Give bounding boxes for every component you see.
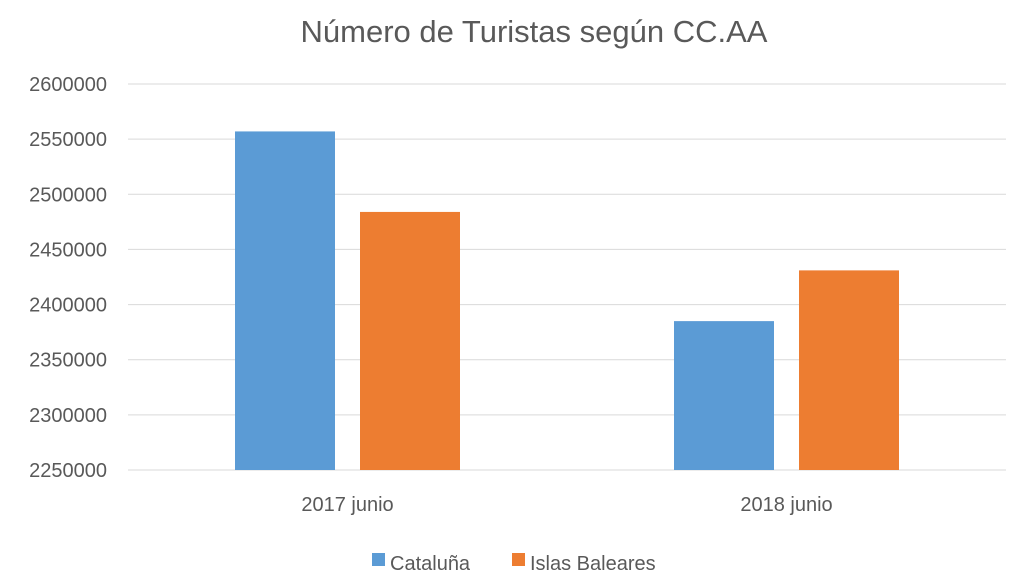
bar-islas-baleares-1 xyxy=(799,270,899,470)
y-axis: 2250000 2300000 2350000 2400000 2450000 25000… xyxy=(29,74,107,482)
y-tick-label: 2600000 xyxy=(29,74,107,96)
bars xyxy=(235,131,899,470)
x-tick-label: 2017 junio xyxy=(301,494,393,516)
legend-label: Cataluña xyxy=(390,553,471,575)
bar-islas-baleares-0 xyxy=(360,211,460,470)
y-tick-label: 2300000 xyxy=(29,405,107,427)
y-tick-label: 2350000 xyxy=(29,350,107,372)
bar-catalu-a-0 xyxy=(235,131,335,470)
legend-swatch xyxy=(372,553,385,566)
chart-title: Número de Turistas según CC.AA xyxy=(301,14,768,49)
legend-label: Islas Baleares xyxy=(530,553,656,575)
y-tick-label: 2550000 xyxy=(29,129,107,151)
y-tick-label: 2500000 xyxy=(29,184,107,206)
x-axis: 2017 junio 2018 junio xyxy=(301,494,832,516)
y-tick-label: 2450000 xyxy=(29,239,107,261)
bar-catalu-a-1 xyxy=(674,321,774,470)
legend: Cataluña Islas Baleares xyxy=(372,553,656,575)
legend-swatch xyxy=(512,553,525,566)
x-tick-label: 2018 junio xyxy=(740,494,832,516)
y-tick-label: 2250000 xyxy=(29,460,107,482)
y-tick-label: 2400000 xyxy=(29,295,107,317)
